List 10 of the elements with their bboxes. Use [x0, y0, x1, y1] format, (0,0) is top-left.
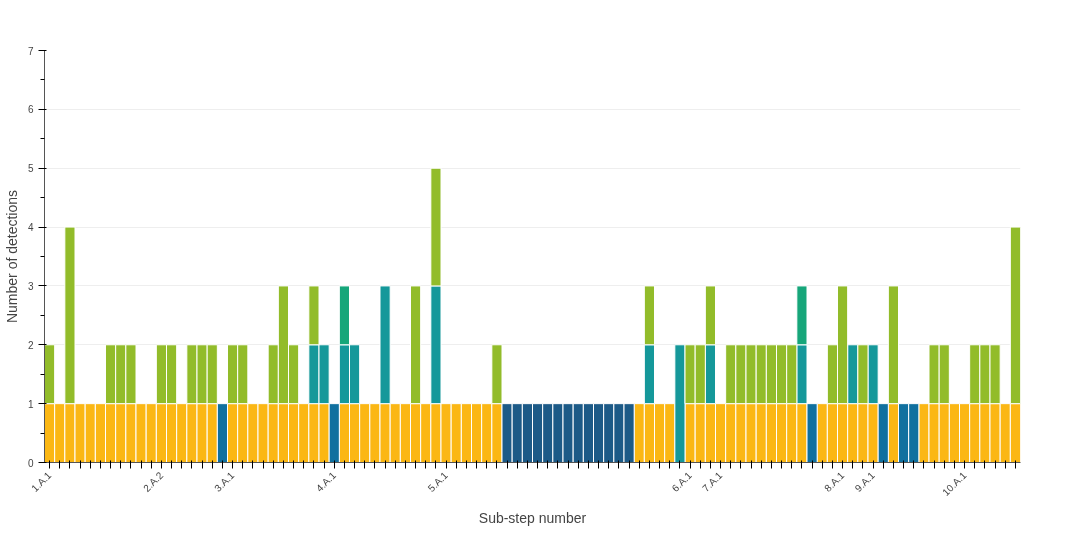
y-tick-label: 3 — [27, 280, 34, 292]
y-tick-label: 4 — [27, 222, 34, 234]
y-tick-label: 5 — [27, 163, 34, 175]
y-tick-label: 7 — [27, 45, 34, 57]
y-tick-label: 6 — [27, 104, 34, 116]
y-tick-label: 2 — [27, 339, 34, 351]
y-axis-title: Number of detections — [3, 189, 20, 324]
x-axis-title: Sub-step number — [478, 509, 587, 526]
y-tick-label: 1 — [27, 398, 34, 410]
y-tick-label: 0 — [27, 457, 34, 469]
